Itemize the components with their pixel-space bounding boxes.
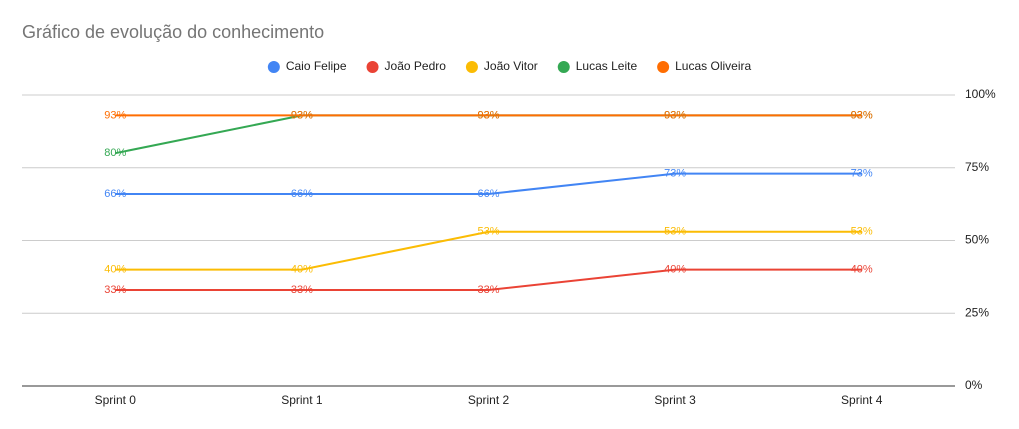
y-tick-label: 0% <box>965 378 983 392</box>
line <box>115 172 862 195</box>
data-label: 33% <box>291 284 313 296</box>
data-label: 40% <box>851 264 873 276</box>
x-tick-label: Sprint 0 <box>95 393 137 407</box>
data-label: 53% <box>477 226 499 238</box>
x-tick-label: Sprint 1 <box>281 393 323 407</box>
line <box>115 268 862 291</box>
legend-marker <box>267 61 280 73</box>
legend-label: Lucas Leite <box>576 59 638 73</box>
chart-title: Gráfico de evolução do conhecimento <box>22 22 324 42</box>
data-label: 53% <box>851 226 873 238</box>
data-label: 93% <box>477 109 499 121</box>
x-tick-label: Sprint 4 <box>841 393 883 407</box>
legend: Caio Felipe João Pedro João Vitor Lucas Lei… <box>267 59 751 73</box>
data-label: 80% <box>104 147 126 159</box>
legend-marker <box>657 61 670 73</box>
data-label: 73% <box>851 167 873 179</box>
line <box>115 230 862 271</box>
data-label: 53% <box>664 226 686 238</box>
data-label: 93% <box>104 109 126 121</box>
x-tick-label: Sprint 3 <box>654 393 696 407</box>
data-label: 66% <box>104 188 126 200</box>
data-label: 40% <box>664 264 686 276</box>
data-label: 93% <box>664 109 686 121</box>
data-label: 73% <box>664 167 686 179</box>
data-label: 66% <box>477 188 499 200</box>
data-label: 93% <box>851 109 873 121</box>
legend-label: Caio Felipe <box>286 59 347 73</box>
y-tick-label: 50% <box>965 233 989 247</box>
data-label: 93% <box>291 109 313 121</box>
y-tick-label: 75% <box>965 160 989 174</box>
legend-marker <box>557 61 570 73</box>
legend-label: Lucas Oliveira <box>675 59 751 73</box>
data-label: 93% <box>477 109 499 121</box>
y-tick-label: 25% <box>965 305 989 319</box>
data-label: 40% <box>104 264 126 276</box>
x-tick-label: Sprint 2 <box>468 393 510 407</box>
data-label: 93% <box>851 109 873 121</box>
data-label: 66% <box>291 188 313 200</box>
data-label: 93% <box>291 109 313 121</box>
legend-marker <box>366 61 379 73</box>
legend-label: João Pedro <box>385 59 447 73</box>
legend-marker <box>465 61 478 73</box>
data-label: 93% <box>664 109 686 121</box>
data-label: 40% <box>291 264 313 276</box>
data-label: 33% <box>477 284 499 296</box>
legend-label: João Vitor <box>484 59 538 73</box>
data-label: 33% <box>104 284 126 296</box>
y-tick-label: 100% <box>965 87 996 101</box>
